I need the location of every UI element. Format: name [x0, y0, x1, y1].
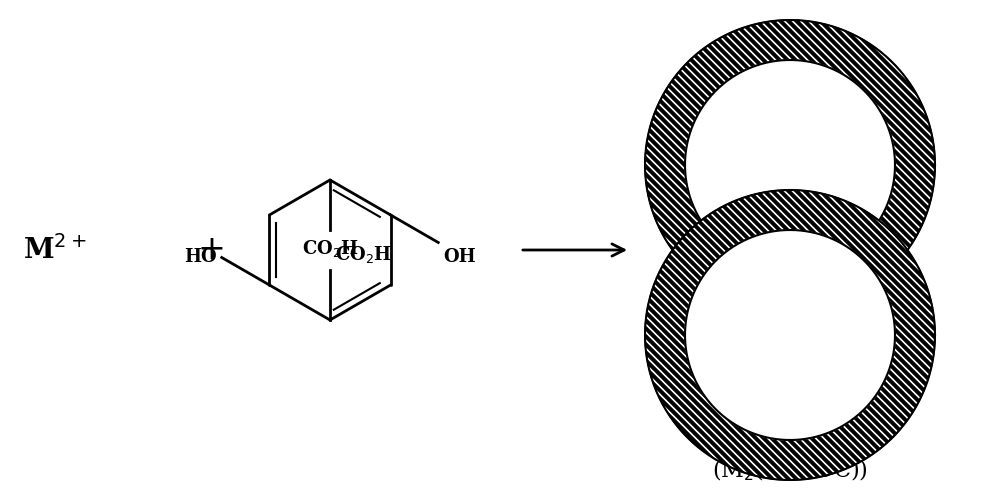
- Text: HO: HO: [184, 248, 217, 267]
- Text: M$^{2+}$: M$^{2+}$: [23, 235, 87, 265]
- Polygon shape: [645, 190, 935, 480]
- Text: CO$_2$H: CO$_2$H: [335, 244, 392, 265]
- Text: $+$: $+$: [197, 234, 223, 266]
- Polygon shape: [685, 230, 895, 440]
- Polygon shape: [645, 20, 935, 310]
- Text: OH: OH: [443, 247, 476, 266]
- Polygon shape: [685, 60, 895, 270]
- Text: CO$_2$H: CO$_2$H: [302, 238, 358, 259]
- Text: (M$_2$(DOBDC)): (M$_2$(DOBDC)): [712, 457, 868, 482]
